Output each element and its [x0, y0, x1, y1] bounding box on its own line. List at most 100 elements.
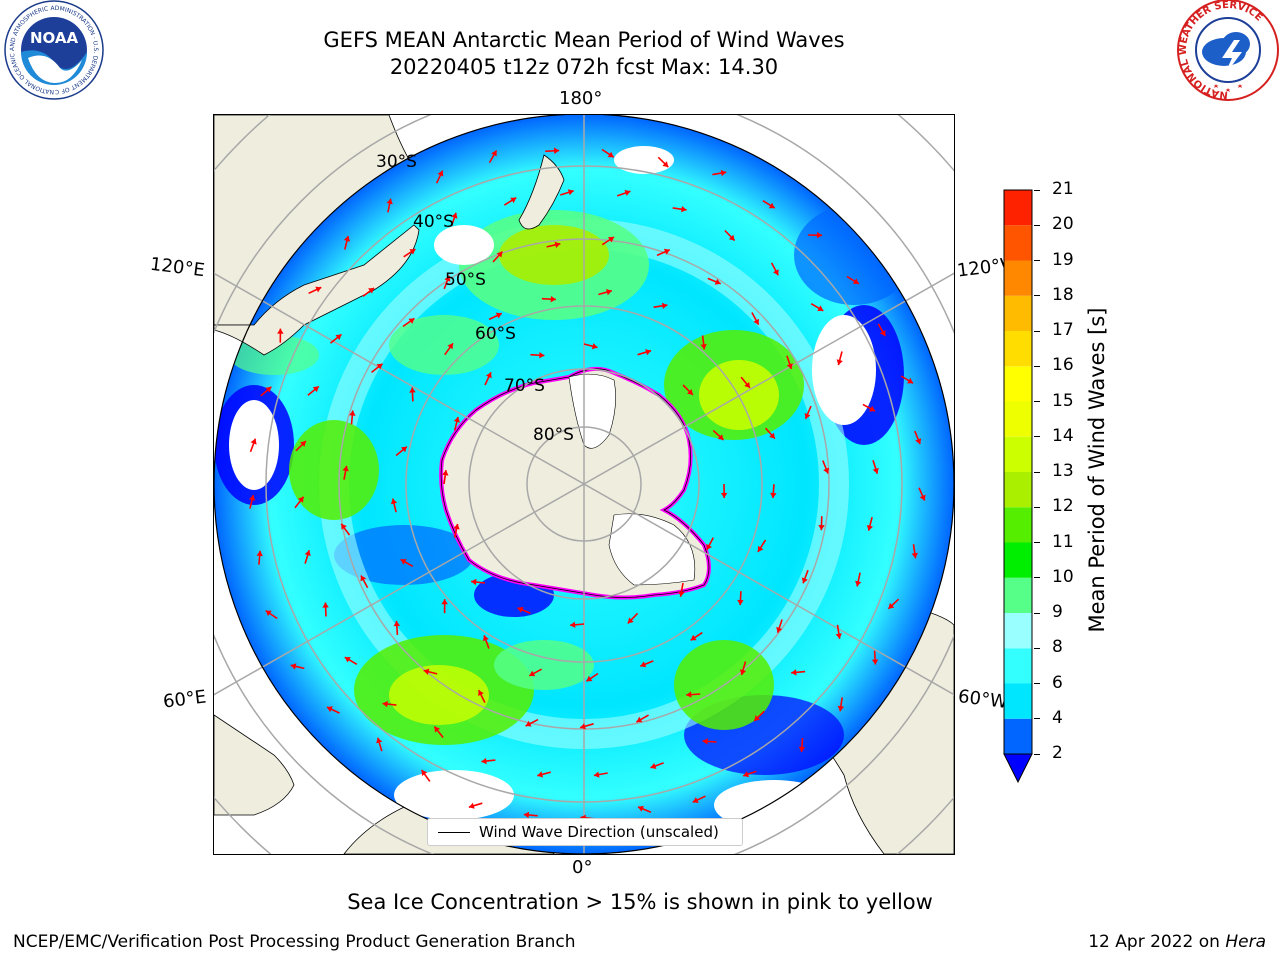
wind-wave-arrow-head [510, 197, 517, 204]
wind-wave-arrow-head [837, 705, 845, 712]
wind-wave-arrow-head [250, 438, 257, 445]
lat-label-70s: 70°S [504, 376, 545, 396]
colorbar-tick-mark [1034, 365, 1040, 367]
colorbar-segment [1004, 190, 1032, 226]
colorbar-segment [1004, 577, 1032, 613]
wind-wave-arrow-head [768, 202, 775, 209]
wind-wave-arrow-head [537, 771, 543, 778]
wind-wave-arrow-head [606, 289, 612, 296]
wind-wave-arrow-head [737, 599, 744, 606]
wind-wave-arrow-head [341, 523, 347, 530]
wind-wave-arrow-head [871, 659, 879, 665]
wind-wave-arrow-head [852, 278, 859, 284]
colorbar-under-arrow [1003, 753, 1033, 784]
wind-wave-arrow-head [343, 235, 351, 242]
colorbar-tick-label: 19 [1052, 249, 1074, 270]
wind-wave-arrow-head [408, 318, 415, 324]
wind-wave-arrow-head [393, 620, 400, 627]
wind-wave-arrow-head [344, 657, 351, 663]
wind-wave-arrow-head [491, 150, 497, 157]
wind-wave-arrow-head [911, 552, 918, 559]
colorbar-segment [1004, 260, 1032, 296]
wind-wave-arrow-head [776, 626, 783, 633]
colorbar-tick-label: 9 [1052, 602, 1063, 622]
wind-wave-arrow-head [645, 349, 651, 356]
wind-wave-arrow-head [753, 318, 759, 325]
wind-wave-arrow-head [836, 359, 843, 366]
wind-wave-arrow-head [835, 633, 842, 639]
colorbar-segment [1004, 331, 1032, 367]
map-subtitle: 20220405 t12z 072h fcst Max: 14.30 [389, 55, 779, 79]
wind-wave-arrow-head [485, 372, 492, 379]
wind-wave-arrow-head [453, 523, 460, 530]
wind-wave-arrow-head [423, 668, 430, 675]
wind-wave-arrow-head [662, 161, 669, 168]
colorbar-tick-mark [1034, 295, 1040, 297]
wind-wave-arrow-head [801, 577, 808, 584]
wind-wave-arrow-head [447, 343, 453, 350]
ice-shelf-ross [568, 373, 616, 449]
wind-wave-arrow-head [791, 669, 797, 676]
wind-wave-arrow-head [700, 344, 707, 350]
wind-wave-arrow-head [681, 206, 687, 213]
noaa-logo: NATIONAL OCEANIC AND ATMOSPHERIC ADMINIS… [2, 0, 104, 100]
lon-label-60w: 60°W [956, 686, 1009, 713]
wind-wave-arrow-head [687, 389, 693, 395]
colorbar-tick-mark [1034, 471, 1040, 473]
colorbar-tick-mark [1034, 542, 1040, 543]
wind-wave-arrow-head [919, 494, 926, 501]
footer-machine: Hera [1225, 932, 1266, 952]
colorbar-tick-mark [1034, 436, 1040, 438]
wind-wave-arrow-head [376, 363, 383, 370]
wind-wave-arrow-head [607, 151, 614, 158]
wind-wave-arrow-head [482, 635, 489, 642]
wind-wave-arrow-head [702, 738, 708, 745]
wind-wave-arrow-head [773, 269, 779, 276]
wind-wave-arrow-head [907, 377, 914, 384]
wind-wave-arrow-head [451, 212, 458, 219]
wind-wave-arrow-head [817, 232, 823, 239]
wind-wave-arrow-head [663, 248, 670, 255]
wind-wave-arrow-head [390, 498, 398, 505]
wind-wave-arrow-head [525, 720, 532, 727]
colorbar-segment [1004, 718, 1032, 754]
colorbar-segment [1004, 683, 1032, 719]
colorbar-segment [1004, 295, 1032, 331]
wind-wave-arrow-head [915, 438, 922, 445]
wind-wave-arrow-head [567, 189, 574, 196]
wind-wave-arrow-head [754, 715, 761, 721]
wind-wave-arrow-head [421, 770, 428, 776]
wind-wave-arrow-head [495, 312, 502, 319]
colorbar-tick-label: 18 [1052, 284, 1074, 305]
colorbar-tick-mark [1034, 330, 1040, 332]
wind-wave-arrow-head [468, 802, 475, 809]
wind-wave-arrow-head [686, 691, 692, 698]
wind-wave-arrow-head [650, 763, 657, 769]
wind-wave-arrow-head [678, 591, 685, 597]
map-legend: Wind Wave Direction (unscaled) [427, 818, 743, 846]
wind-wave-arrow-head [593, 771, 600, 778]
land-outside-upper-right [834, 115, 954, 235]
colorbar-tick-mark [1034, 401, 1040, 402]
wind-wave-arrow-head [550, 296, 556, 303]
wind-wave-arrow-head [248, 495, 256, 501]
wind-wave-arrow-head [720, 169, 727, 177]
colorbar-tick-mark [1034, 718, 1040, 720]
colorbar-tick-label: 10 [1052, 566, 1074, 587]
wind-wave-arrow-head [326, 706, 333, 713]
wind-wave-arrow-head [290, 663, 297, 670]
wind-wave-arrow-head [717, 434, 724, 440]
colorbar-tick-label: 6 [1052, 672, 1063, 693]
colorbar-segment [1004, 472, 1032, 508]
lon-label-120e: 120°E [148, 253, 206, 282]
wind-wave-arrow-head [869, 405, 876, 412]
wind-wave-arrow-head [277, 328, 284, 334]
colorbar-tick-label: 4 [1052, 707, 1063, 728]
wind-wave-arrow-head [798, 746, 806, 752]
wind-wave-arrow-head [586, 675, 593, 682]
colorbar-segment [1004, 648, 1032, 684]
wind-wave-arrow-head [855, 580, 862, 587]
wind-wave-arrow-head [434, 726, 440, 733]
wind-wave-arrow-head [335, 334, 342, 341]
national-weather-service-logo: NATIONAL WEATHER SERVICE [1177, 0, 1279, 101]
